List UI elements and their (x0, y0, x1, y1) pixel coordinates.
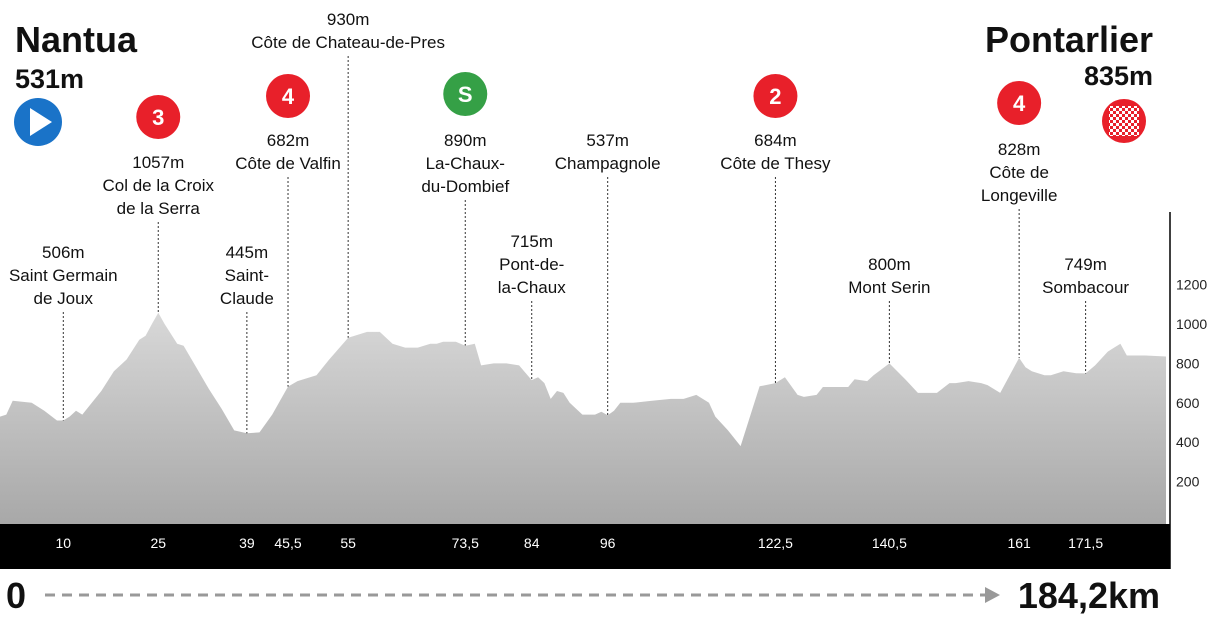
distance-tick-label: 55 (340, 535, 356, 551)
distance-start-label: 0 (6, 575, 26, 616)
waypoint-name: Côte de Chateau-de-Pres (251, 33, 445, 52)
climb-name: de la Serra (117, 199, 201, 218)
waypoint-name: Champagnole (555, 154, 661, 173)
distance-tick-label: 84 (524, 535, 540, 551)
waypoint-name: Pont-de- (499, 255, 564, 274)
distance-tick-label: 161 (1007, 535, 1031, 551)
distance-tick-label: 96 (600, 535, 616, 551)
sprint-badge-circle (443, 72, 488, 116)
distance-tick-label: 39 (239, 535, 255, 551)
climb-badge-circle (753, 74, 798, 118)
elevation-tick-label: 1000 (1176, 316, 1207, 332)
climb-badge-label: 2 (769, 84, 781, 109)
distance-tick-label: 10 (56, 535, 72, 551)
climb-marker: 1057m Col de la Croix de la Serra 3 (103, 95, 215, 313)
climb-altitude: 682m (267, 131, 310, 150)
climb-name: Côte de Valfin (235, 154, 341, 173)
climb-name: Côte de Thesy (720, 154, 831, 173)
climb-badge: 4 (997, 81, 1042, 125)
elevation-tick-label: 200 (1176, 474, 1200, 490)
waypoint-marker: 445m Saint- Claude (220, 243, 274, 434)
climb-altitude: 1057m (132, 153, 184, 172)
waypoint-altitude: 749m (1064, 255, 1107, 274)
climb-badge-label: 3 (152, 105, 164, 130)
climb-badge: 3 (136, 95, 181, 139)
elevation-tick-label: 800 (1176, 355, 1200, 371)
waypoint-marker: 537m Champagnole (555, 131, 661, 416)
waypoint-name: Claude (220, 289, 274, 308)
elevation-tick-label: 600 (1176, 395, 1200, 411)
climb-marker: 682m Côte de Valfin 4 (235, 74, 341, 387)
elevation-tick-label: 1200 (1176, 277, 1207, 293)
distance-tick-label: 25 (150, 535, 166, 551)
waypoint-altitude: 506m (42, 243, 85, 262)
checkered-flag-icon (1102, 99, 1146, 143)
distance-tick-label: 45,5 (274, 535, 301, 551)
finish-city-name: Pontarlier (985, 19, 1153, 60)
waypoint-name: Sombacour (1042, 278, 1129, 297)
waypoint-altitude: 445m (226, 243, 269, 262)
climb-marker: 828m Côte de Longeville 4 (981, 81, 1058, 358)
climb-badge: 2 (753, 74, 798, 118)
climb-name: Longeville (981, 186, 1058, 205)
climb-altitude: 828m (998, 140, 1041, 159)
waypoint-altitude: 537m (586, 131, 629, 150)
elevation-profile-area (0, 312, 1166, 524)
waypoint-name: Saint Germain (9, 266, 118, 285)
sprint-badge: S (443, 72, 488, 116)
climb-badge-circle (997, 81, 1042, 125)
elevation-tick-label: 400 (1176, 434, 1200, 450)
distance-axis-band (0, 524, 1170, 569)
waypoint-name: Saint- (225, 266, 269, 285)
climb-badge-circle (136, 95, 181, 139)
climb-name: Col de la Croix (103, 176, 215, 195)
start-city-altitude: 531m (15, 64, 84, 94)
arrow-right-icon (985, 587, 1000, 603)
distance-tick-label: 171,5 (1068, 535, 1103, 551)
climb-badge-circle (266, 74, 311, 118)
waypoint-marker: 800m Mont Serin (848, 255, 930, 364)
waypoint-altitude: 715m (510, 232, 553, 251)
play-start-icon (14, 98, 62, 146)
waypoint-marker: 506m Saint Germain de Joux (9, 243, 118, 421)
waypoint-altitude: 930m (327, 10, 370, 29)
sprint-name: du-Dombief (421, 177, 509, 196)
waypoint-marker: 749m Sombacour (1042, 255, 1129, 374)
sprint-badge-label: S (458, 82, 473, 107)
distance-tick-label: 122,5 (758, 535, 793, 551)
waypoint-marker: 930m Côte de Chateau-de-Pres (251, 10, 445, 338)
climb-marker: 684m Côte de Thesy 2 (720, 74, 831, 384)
climb-badge-label: 4 (282, 84, 295, 109)
waypoint-name: Mont Serin (848, 278, 930, 297)
finish-city-altitude: 835m (1084, 61, 1153, 91)
distance-tick-label: 73,5 (452, 535, 479, 551)
climb-badge: 4 (266, 74, 311, 118)
climb-altitude: 684m (754, 131, 797, 150)
start-city-name: Nantua (15, 19, 138, 60)
climb-badge-label: 4 (1013, 91, 1026, 116)
waypoint-name: de Joux (34, 289, 94, 308)
waypoint-altitude: 800m (868, 255, 911, 274)
waypoint-name: la-Chaux (498, 278, 567, 297)
waypoint-marker: 715m Pont-de-la-Chaux (498, 232, 567, 381)
distance-tick-label: 140,5 (872, 535, 907, 551)
distance-total-label: 184,2km (1018, 575, 1160, 616)
climb-name: Côte de (989, 163, 1049, 182)
sprint-altitude: 890m (444, 131, 487, 150)
sprint-marker: 890m La-Chaux-du-Dombief S (421, 72, 509, 346)
sprint-name: La-Chaux- (426, 154, 505, 173)
